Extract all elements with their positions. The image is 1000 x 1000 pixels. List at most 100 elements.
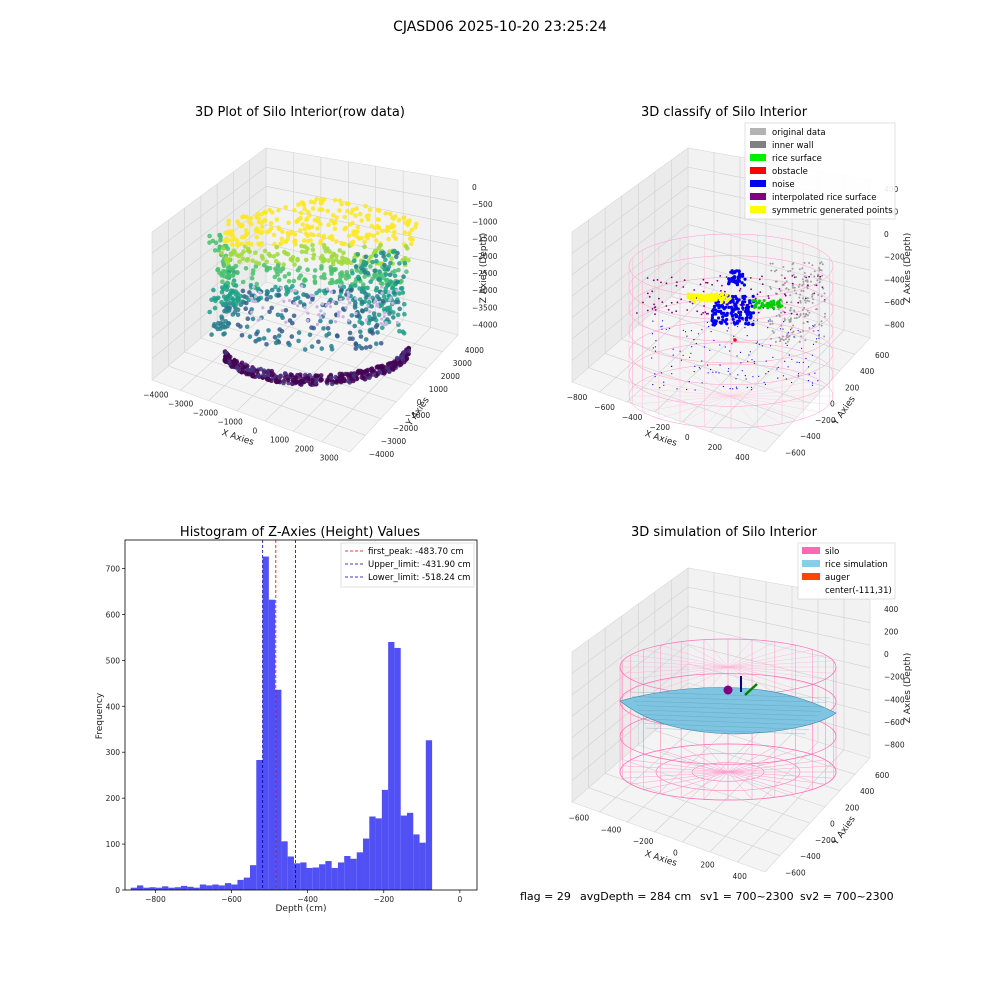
data-point (276, 292, 282, 298)
data-point (753, 319, 755, 321)
data-point (739, 288, 742, 290)
data-point (737, 325, 739, 328)
data-point (390, 249, 396, 255)
data-point (769, 318, 772, 321)
grid-line (605, 773, 796, 840)
data-point (746, 386, 748, 388)
data-point (815, 308, 818, 311)
legend-swatch (750, 154, 766, 161)
data-point (686, 335, 688, 337)
data-point (353, 213, 358, 218)
data-point (686, 309, 689, 311)
grid-line (638, 324, 826, 388)
data-point (721, 284, 723, 287)
data-point (387, 311, 392, 316)
data-point (219, 316, 225, 322)
data-point (409, 227, 415, 233)
data-point (333, 320, 338, 324)
data-point (235, 296, 240, 302)
data-point (224, 287, 230, 293)
data-point (733, 335, 735, 337)
tick-label: 0 (685, 433, 690, 442)
data-point (402, 260, 408, 266)
data-point (250, 316, 256, 322)
grid-line (687, 205, 871, 249)
data-point (253, 300, 257, 304)
tick-label: −500 (472, 200, 493, 209)
data-point (266, 328, 271, 333)
data-point (350, 220, 355, 226)
tick-label: 400 (106, 702, 121, 711)
data-point (245, 256, 250, 262)
grid-line (588, 367, 781, 436)
data-point (370, 259, 375, 265)
data-point (267, 309, 272, 315)
data-point (752, 376, 754, 378)
silo-wireframe (727, 654, 826, 668)
data-point (331, 221, 337, 226)
data-point (279, 286, 284, 290)
data-point (758, 343, 760, 345)
data-point (683, 279, 686, 282)
data-point (762, 299, 766, 302)
data-point (255, 296, 261, 301)
data-point (357, 211, 363, 217)
data-point (314, 290, 319, 296)
histogram-bar (224, 883, 232, 890)
data-point (225, 280, 230, 286)
data-point (760, 301, 764, 305)
data-point (393, 214, 398, 219)
data-point (818, 281, 821, 284)
auger-marker (744, 683, 758, 696)
data-point (671, 373, 673, 375)
data-point (798, 268, 801, 271)
grid-line (687, 605, 871, 646)
data-point (751, 389, 753, 391)
data-point (753, 299, 757, 303)
data-point (271, 232, 277, 238)
legend-swatch (750, 206, 766, 213)
data-point (321, 242, 327, 248)
data-point (764, 383, 767, 385)
data-point (304, 231, 309, 237)
data-point (769, 262, 772, 265)
data-point (785, 287, 788, 290)
data-point (803, 261, 806, 264)
tick-label: −600 (594, 403, 615, 412)
data-point (239, 333, 245, 338)
data-point (816, 338, 818, 340)
sv1-text: sv1 = 700~2300 (700, 890, 794, 903)
data-point (784, 306, 787, 309)
data-point (287, 342, 292, 348)
data-point (318, 240, 323, 246)
data-point (721, 315, 725, 319)
data-point (822, 287, 825, 290)
data-point (766, 304, 770, 308)
data-point (304, 217, 309, 223)
data-point (748, 299, 752, 303)
data-point (811, 264, 814, 267)
data-point (359, 375, 365, 380)
data-point (780, 324, 783, 327)
data-point (325, 303, 329, 307)
grid-line (184, 351, 381, 419)
data-point (269, 287, 275, 293)
data-point (698, 294, 702, 298)
data-point (282, 299, 286, 303)
data-point (384, 321, 388, 325)
legend-label: original data (772, 128, 826, 138)
silo-wireframe (622, 660, 729, 668)
data-point (388, 298, 392, 302)
data-point (359, 218, 365, 223)
data-point (661, 328, 663, 330)
data-point (307, 332, 313, 338)
data-point (731, 271, 735, 275)
data-point (802, 290, 805, 292)
data-point (306, 318, 310, 322)
data-point (742, 319, 744, 321)
data-point (758, 278, 761, 281)
data-point (315, 322, 320, 326)
data-point (261, 368, 267, 374)
data-point (302, 347, 308, 352)
data-point (247, 290, 252, 295)
